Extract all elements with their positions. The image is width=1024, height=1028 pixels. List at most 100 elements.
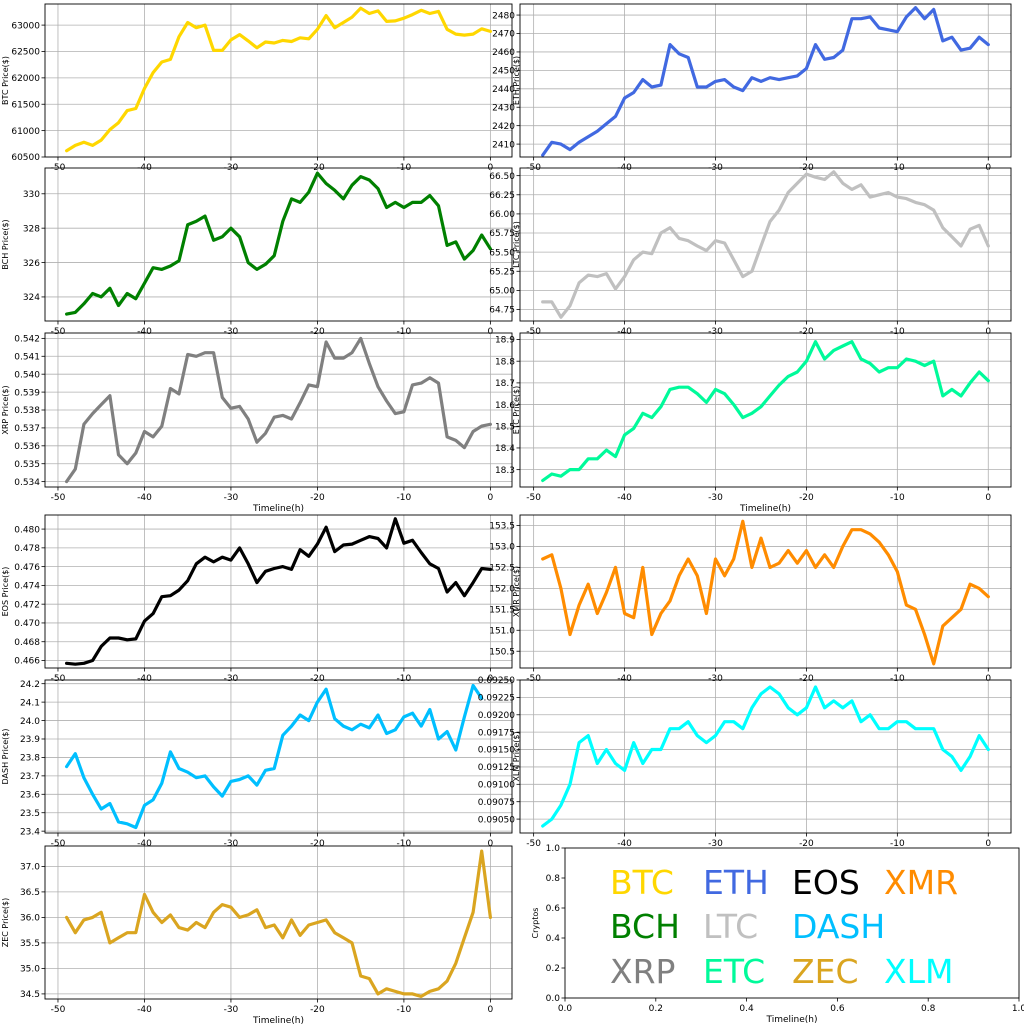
series-line [543,521,989,664]
y-tick-label: 150.5 [489,647,515,657]
x-tick-label: -50 [526,493,541,503]
y-tick-label: 0.09225 [478,694,515,704]
axes-frame [520,168,1011,321]
y-tick-label: 62500 [11,48,40,58]
legend-panel: 0.00.00.20.20.40.40.60.60.80.81.01.0Cryp… [531,844,1024,1024]
y-tick-label: 0.09075 [478,798,515,808]
x-tick-label: -40 [137,493,152,503]
y-tick-label: 0.6 [546,904,561,914]
y-tick-label: 35.5 [20,939,40,949]
axes-frame [45,4,512,157]
y-tick-label: 65.00 [489,287,515,297]
chart-panel-1: -50-40-30-20-100241024202430244024502460… [492,4,1011,173]
y-axis-label: XLM Price($) [512,731,521,781]
y-tick-label: 0.4 [546,934,561,944]
legend-label-xrp: XRP [610,952,675,991]
x-tick-label: -10 [397,493,412,503]
x-tick-label: -40 [617,839,632,849]
legend-label-eth: ETH [703,863,769,902]
series-line [67,519,491,664]
x-tick-label: 0 [488,1005,494,1015]
y-tick-label: 0.535 [14,460,40,470]
x-tick-label: -30 [708,839,723,849]
y-tick-label: 0.2 [546,964,560,974]
x-tick-label: -50 [526,839,541,849]
x-tick-label: 1.0 [1012,1004,1024,1014]
y-tick-label: 0.540 [14,370,40,380]
series-line [67,686,482,828]
legend-label-xmr: XMR [884,863,958,902]
y-tick-label: 0.538 [14,406,40,416]
y-axis-label: XMR Price($) [512,566,521,617]
y-tick-label: 66.00 [489,210,515,220]
axes-frame [45,515,512,668]
legend-label-ltc: LTC [703,907,758,946]
x-tick-label: 0.2 [649,1004,663,1014]
y-tick-label: 24.1 [20,698,40,708]
y-tick-label: 18.4 [495,444,515,454]
x-tick-label: -10 [890,839,905,849]
x-axis-label: Timeline(h) [739,504,791,514]
y-tick-label: 0.09125 [478,763,515,773]
y-tick-label: 63000 [11,21,40,31]
y-tick-label: 2410 [492,140,515,150]
y-tick-label: 66.50 [489,172,515,182]
x-tick-label: -40 [137,1005,152,1015]
y-tick-label: 328 [23,224,40,234]
y-axis-label: ZEC Price($) [1,898,10,948]
y-axis-label: XRP Price($) [1,385,10,434]
y-tick-label: 0.09050 [478,815,515,825]
legend-label-btc: BTC [610,863,674,902]
y-tick-label: 60500 [11,153,40,163]
y-tick-label: 24.2 [20,680,40,690]
x-tick-label: 0.8 [921,1004,936,1014]
y-tick-label: 35.0 [20,965,40,975]
y-tick-label: 0.474 [14,582,40,592]
y-tick-label: 34.5 [20,990,40,1000]
y-tick-label: 0.542 [14,335,40,345]
y-tick-label: 0.476 [14,563,40,573]
y-axis-label: LTC Price($) [512,221,521,268]
y-tick-label: 23.8 [20,754,40,764]
x-tick-label: 0 [985,493,991,503]
y-tick-label: 36.5 [20,888,40,898]
series-line [543,8,989,156]
y-axis-label: BTC Price($) [1,56,10,105]
series-line [67,173,491,314]
y-tick-label: 153.5 [489,522,515,532]
x-tick-label: 0.0 [558,1004,573,1014]
y-tick-label: 330 [23,190,40,200]
legend-label-zec: ZEC [792,952,859,991]
x-tick-label: -20 [310,1005,325,1015]
x-tick-label: -30 [708,493,723,503]
axes-frame [520,333,1011,487]
y-tick-label: 65.25 [489,267,515,277]
x-axis-label: Timeline(h) [252,504,304,514]
y-tick-label: 0.09100 [478,781,515,791]
y-tick-label: 23.7 [20,772,40,782]
y-axis-label: ETH Price($) [512,56,521,105]
axes-frame [45,846,512,999]
y-tick-label: 0.537 [14,424,40,434]
y-tick-label: 18.9 [495,336,515,346]
y-tick-label: 2470 [492,30,515,40]
x-tick-label: -20 [799,493,814,503]
series-line [543,342,989,481]
y-tick-label: 23.5 [20,809,40,819]
legend-label-eos: EOS [792,863,860,902]
legend-label-xlm: XLM [884,952,953,991]
y-tick-label: 62000 [11,74,40,84]
y-tick-label: 0.09200 [478,711,515,721]
x-tick-label: -30 [224,493,239,503]
x-tick-label: -50 [51,1005,66,1015]
y-tick-label: 0.478 [14,544,40,554]
y-tick-label: 23.6 [20,790,40,800]
y-tick-label: 36.0 [20,914,40,924]
